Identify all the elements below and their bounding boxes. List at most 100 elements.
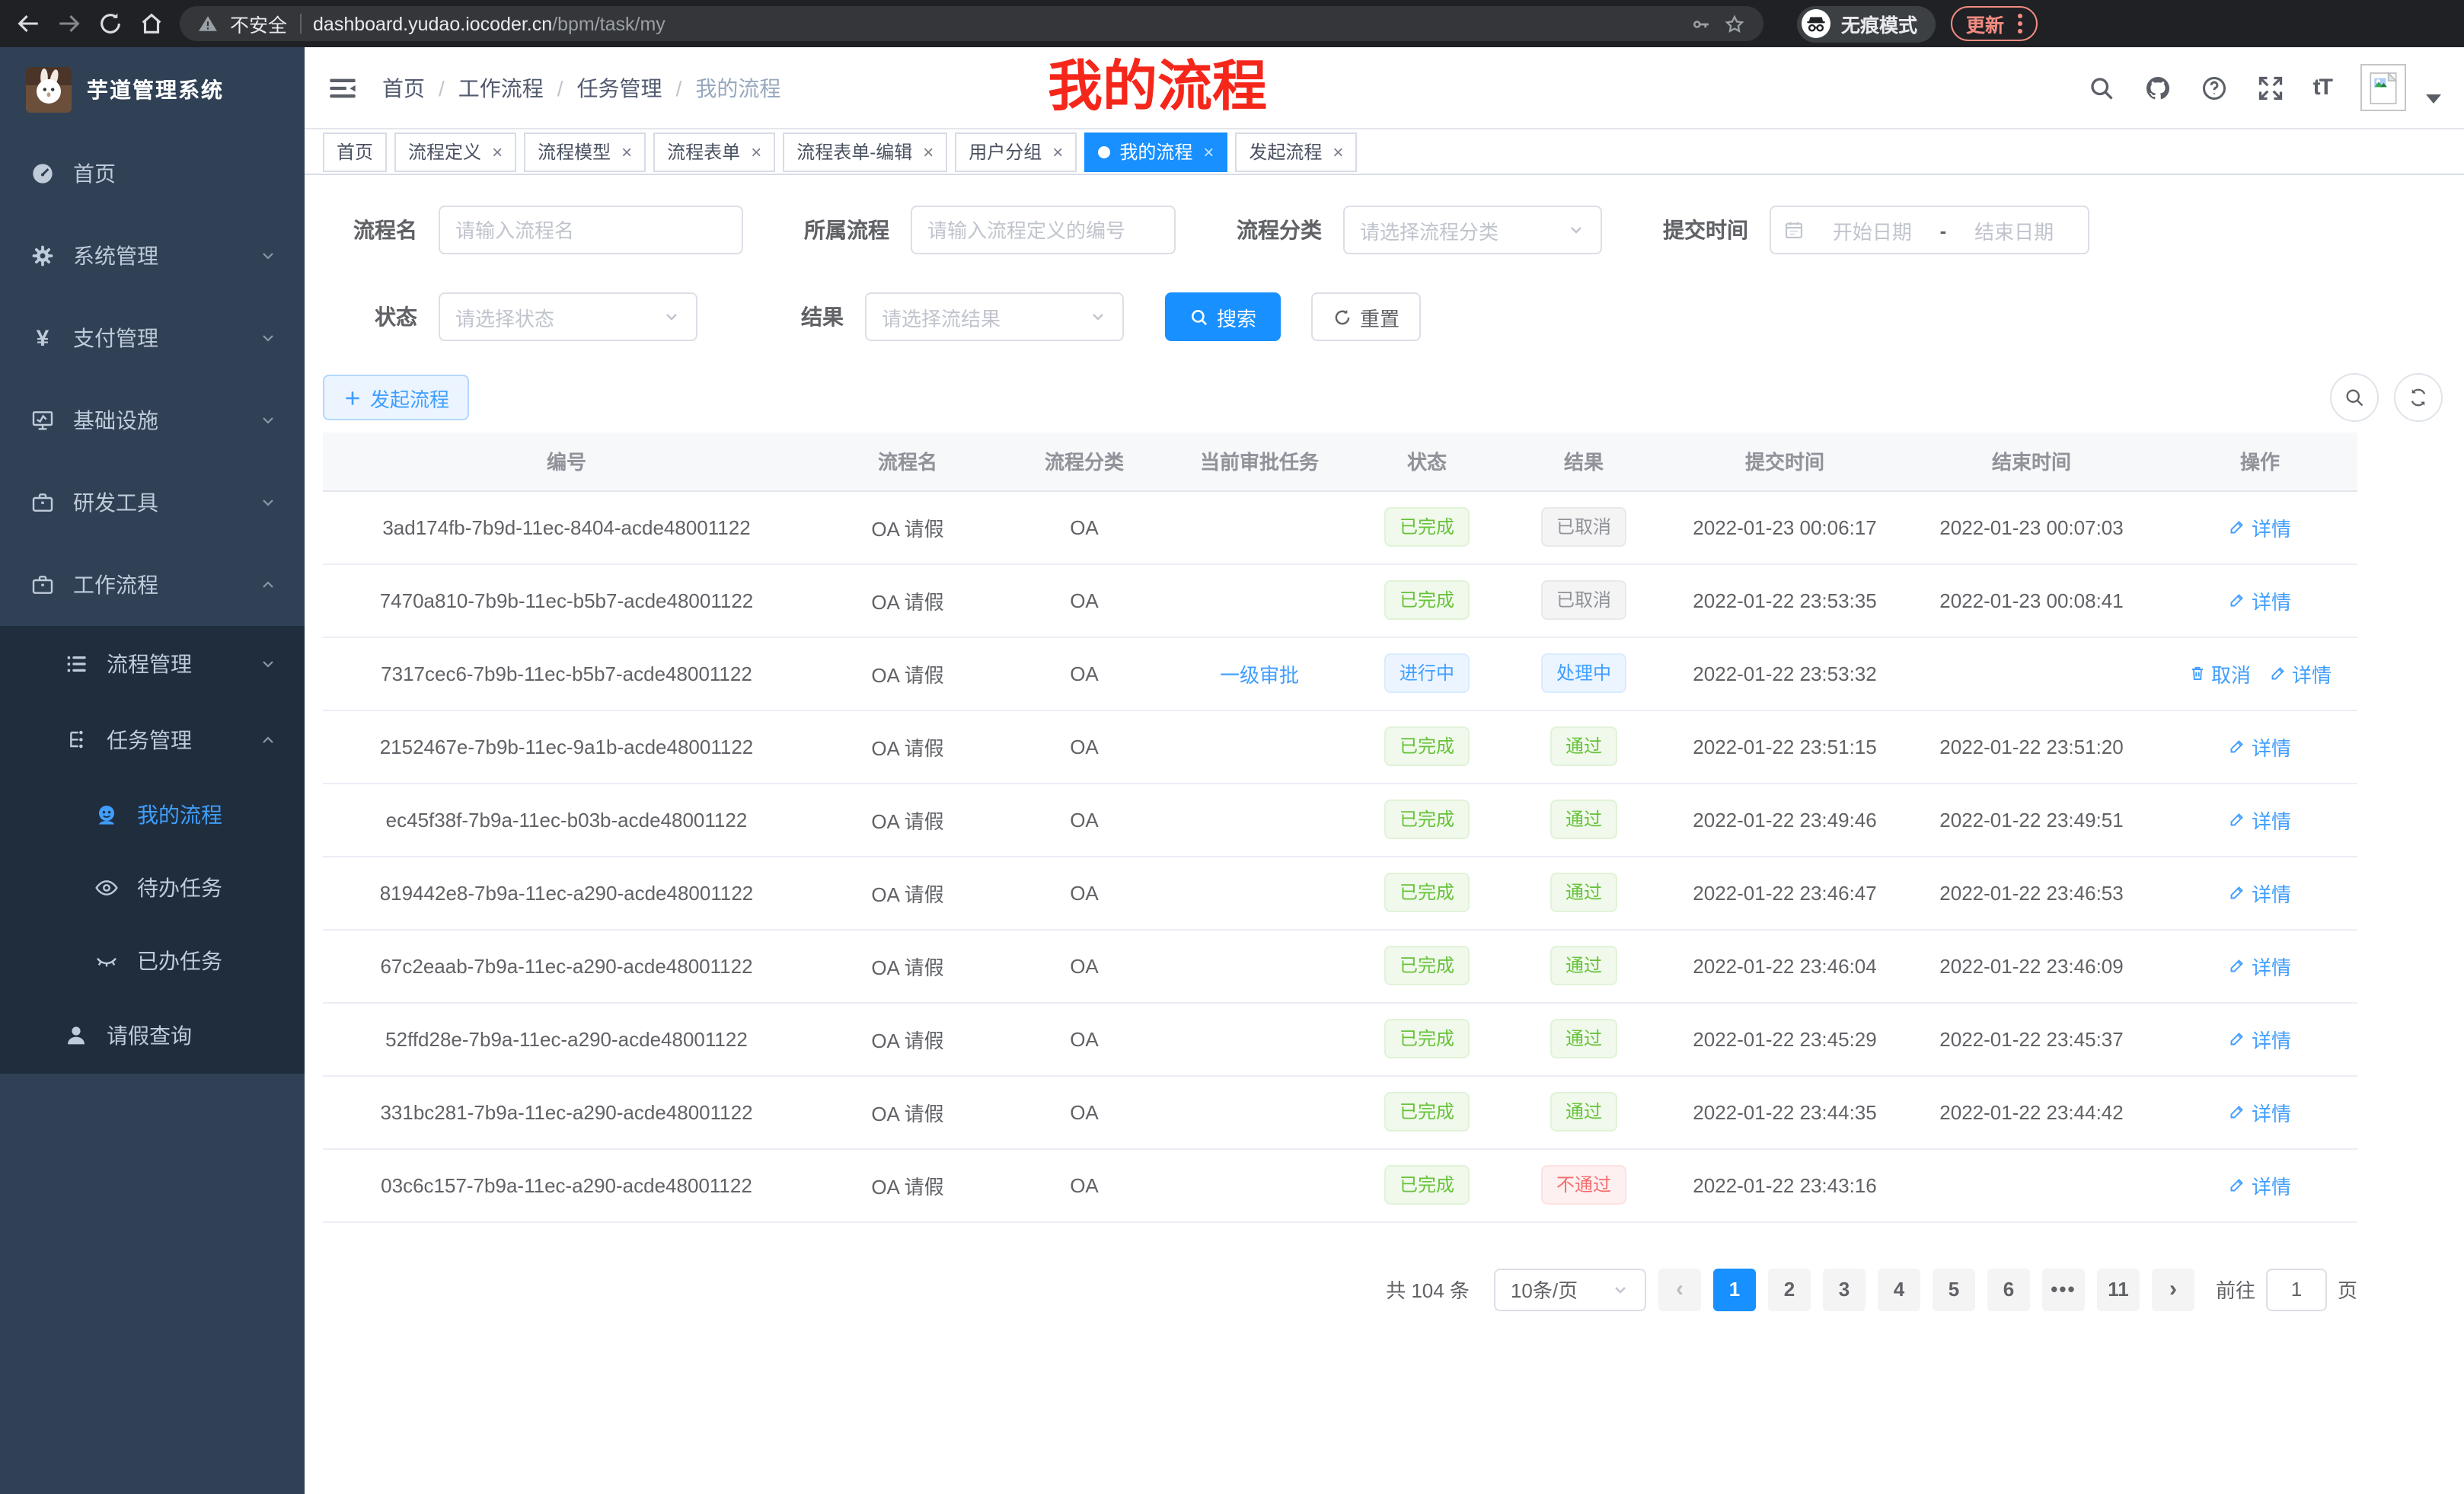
sidebar-item[interactable]: ¥ 支付管理 (0, 297, 305, 379)
start-process-button[interactable]: 发起流程 (323, 375, 470, 420)
detail-link[interactable]: 详情 (2229, 1024, 2291, 1053)
page-button-3[interactable]: 3 (1822, 1268, 1866, 1310)
detail-link[interactable]: 详情 (2229, 805, 2291, 834)
sidebar-item[interactable]: 基础设施 (0, 379, 305, 461)
goto-page-input[interactable] (2265, 1268, 2327, 1310)
address-bar[interactable]: 不安全 dashboard.yudao.iocoder.cn/bpm/task/… (180, 6, 1763, 41)
app-logo-row[interactable]: 芋道管理系统 (0, 47, 305, 132)
reload-icon[interactable] (97, 11, 123, 37)
breadcrumb-item[interactable]: 我的流程 (695, 75, 781, 100)
status-badge: 已完成 (1384, 726, 1470, 766)
back-icon[interactable] (15, 11, 41, 37)
current-task-link[interactable]: 一级审批 (1219, 663, 1299, 686)
sidebar-item[interactable]: 我的流程 (0, 778, 305, 851)
page-button-5[interactable]: 5 (1932, 1268, 1975, 1310)
detail-link[interactable]: 详情 (2229, 732, 2291, 761)
sidebar-item[interactable]: 任务管理 (0, 702, 305, 778)
detail-link[interactable]: 详情 (2269, 659, 2332, 688)
chevron-down-icon[interactable] (2426, 94, 2441, 103)
close-icon[interactable]: × (1052, 141, 1064, 162)
tab-发起流程[interactable]: 发起流程 × (1235, 132, 1358, 171)
tab-流程表单[interactable]: 流程表单 × (653, 132, 776, 171)
close-icon[interactable]: × (751, 141, 762, 162)
tab-首页[interactable]: 首页 (323, 132, 388, 171)
page-button-1[interactable]: 1 (1712, 1268, 1756, 1310)
key-icon[interactable] (1690, 13, 1712, 34)
next-page-button[interactable]: › (2151, 1268, 2194, 1310)
sidebar-item-label: 任务管理 (107, 728, 192, 752)
bookmark-star-icon[interactable] (1724, 13, 1745, 34)
process-name-input[interactable] (439, 206, 743, 254)
search-button[interactable]: 搜索 (1165, 292, 1281, 341)
sidebar-item[interactable]: 首页 (0, 132, 305, 215)
tab-我的流程[interactable]: 我的流程 × (1084, 132, 1228, 171)
status-select[interactable]: 请选择状态 (439, 292, 697, 341)
sidebar-item[interactable]: 流程管理 (0, 626, 305, 702)
yen-icon: ¥ (36, 325, 49, 351)
page-button-2[interactable]: 2 (1767, 1268, 1811, 1310)
detail-link[interactable]: 详情 (2229, 1097, 2291, 1126)
cancel-link[interactable]: 取消 (2188, 659, 2251, 688)
submit-time-range-picker[interactable]: 开始日期 - 结束日期 (1770, 206, 2089, 254)
fullscreen-icon[interactable] (2257, 74, 2284, 101)
detail-link[interactable]: 详情 (2229, 586, 2291, 615)
search-icon[interactable] (2088, 74, 2115, 101)
chrome-update-button[interactable]: 更新 (1951, 6, 2038, 41)
breadcrumb-item[interactable]: 任务管理 (576, 75, 662, 100)
detail-link[interactable]: 详情 (2229, 512, 2291, 541)
page-button-11[interactable]: 11 (2096, 1268, 2140, 1310)
page-size-select[interactable]: 10条/页 (1493, 1268, 1646, 1310)
sidebar-item-label: 已办任务 (137, 949, 222, 973)
table-refresh-button[interactable] (2394, 373, 2443, 422)
category-select[interactable]: 请选择流程分类 (1343, 206, 1602, 254)
sidebar-item[interactable]: 工作流程 (0, 544, 305, 626)
breadcrumb-item[interactable]: 首页 (382, 75, 425, 100)
font-size-icon[interactable]: tT (2312, 75, 2333, 101)
sidebar-item[interactable]: 请假查询 (0, 998, 305, 1074)
detail-link[interactable]: 详情 (2229, 878, 2291, 907)
actions-cell: 详情 (2162, 856, 2357, 930)
home-icon[interactable] (139, 11, 164, 37)
sidebar-item[interactable]: 已办任务 (0, 924, 305, 998)
tab-流程定义[interactable]: 流程定义 × (394, 132, 517, 171)
tab-流程模型[interactable]: 流程模型 × (524, 132, 646, 171)
table-search-button[interactable] (2330, 373, 2379, 422)
sidebar-item[interactable]: 待办任务 (0, 851, 305, 924)
result-badge: 通过 (1550, 946, 1617, 985)
help-icon[interactable] (2201, 74, 2228, 101)
reset-button[interactable]: 重置 (1311, 292, 1422, 341)
detail-link[interactable]: 详情 (2229, 951, 2291, 980)
process-name: OA 请假 (810, 856, 1005, 930)
page-button-6[interactable]: 6 (1987, 1268, 2030, 1310)
avatar[interactable] (2360, 64, 2406, 111)
sidebar-item[interactable]: 系统管理 (0, 215, 305, 297)
result-select[interactable]: 请选择流结果 (865, 292, 1124, 341)
page-button-4[interactable]: 4 (1877, 1268, 1920, 1310)
more-pages-button[interactable]: ••• (2041, 1268, 2085, 1310)
close-icon[interactable]: × (923, 141, 934, 162)
table-row: 7317cec6-7b9b-11ec-b5b7-acde48001122 OA 请… (323, 637, 2357, 710)
tab-label: 我的流程 (1119, 142, 1193, 163)
close-icon[interactable]: × (1333, 141, 1344, 162)
breadcrumb-item[interactable]: 工作流程 (458, 75, 544, 100)
prev-page-button[interactable]: ‹ (1658, 1268, 1701, 1310)
tab-流程表单-编辑[interactable]: 流程表单-编辑 × (783, 132, 948, 171)
close-icon[interactable]: × (1203, 141, 1214, 162)
incognito-badge: 无痕模式 (1797, 5, 1936, 42)
process-category: OA (1005, 1002, 1163, 1076)
process-definition-input[interactable] (911, 206, 1176, 254)
column-header: 当前审批任务 (1163, 433, 1355, 491)
goto-label: 前往 (2215, 1279, 2255, 1302)
forward-icon[interactable] (56, 11, 82, 37)
close-icon[interactable]: × (621, 141, 633, 162)
process-category: OA (1005, 1075, 1163, 1149)
tab-用户分组[interactable]: 用户分组 × (955, 132, 1077, 171)
sidebar-item[interactable]: 研发工具 (0, 461, 305, 544)
actions-cell: 详情 (2162, 710, 2357, 784)
browser-menu-icon[interactable] (2018, 13, 2022, 34)
close-icon[interactable]: × (492, 141, 503, 162)
detail-link[interactable]: 详情 (2229, 1170, 2291, 1199)
github-icon[interactable] (2144, 74, 2172, 101)
hamburger-icon[interactable] (327, 72, 358, 103)
